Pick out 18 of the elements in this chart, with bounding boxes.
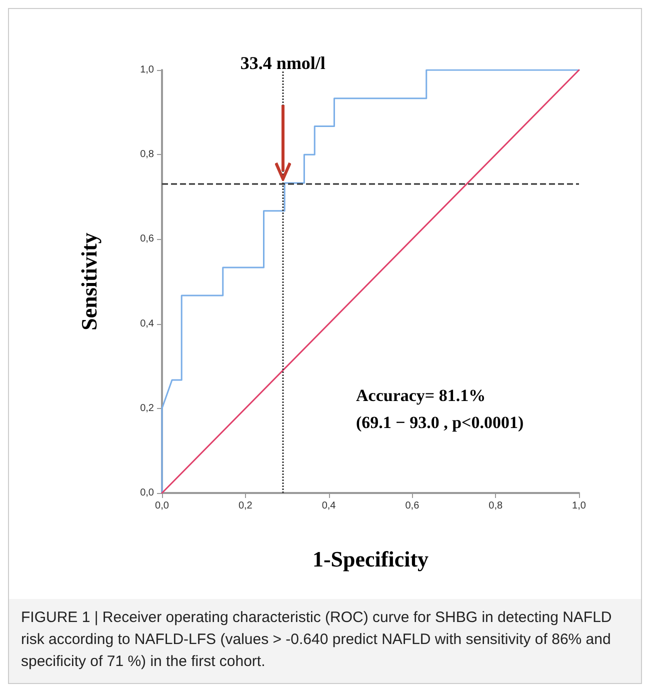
x-tick-label: 0,4 — [322, 500, 336, 512]
x-tick-label: 0,8 — [488, 500, 503, 512]
y-tick-label: 0,0 — [140, 488, 154, 498]
x-tick-label: 0,2 — [238, 500, 253, 512]
ref-line-label: 33.4 nmol/l — [240, 53, 326, 73]
y-tick-label: 0,2 — [140, 402, 154, 414]
caption: FIGURE 1 | Receiver operating characteristic (ROC) curve for SHBG in detecting NAFLD risk according to NAFLD-LFS (values > -0.640 predict NAFLD with sensitivity of 86% and specificity of 71 %) in the first cohort. — [21, 609, 612, 670]
x-tick-label: 1,0 — [572, 500, 586, 512]
x-tick-label: 0,0 — [155, 500, 170, 512]
y-axis-title: Sensitivity — [76, 232, 102, 330]
x-tick-label: 0,6 — [405, 500, 420, 512]
annotation: (69.1 − 93.0 , p<0.0001) — [356, 413, 524, 432]
y-tick-label: 0,8 — [140, 149, 154, 160]
y-tick-label: 0,4 — [140, 318, 154, 330]
annotation: Accuracy= 81.1% — [356, 386, 486, 405]
y-tick-label: 1,0 — [140, 64, 154, 76]
y-tick-label: 0,6 — [140, 234, 154, 245]
x-axis-title: 1-Specificity — [312, 546, 429, 572]
